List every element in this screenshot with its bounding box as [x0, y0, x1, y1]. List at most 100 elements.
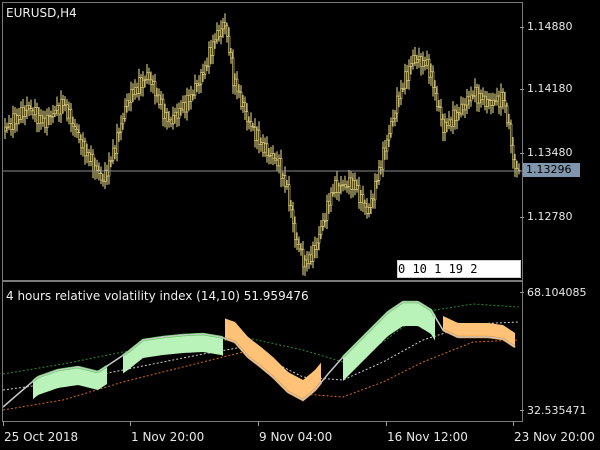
candle-body [488, 99, 491, 101]
candle-body [326, 200, 329, 221]
candle-body [202, 72, 205, 75]
candle-body [278, 158, 281, 167]
time-axis-label: 23 Nov 20:00 [514, 430, 595, 444]
candle-body [266, 143, 269, 156]
time-axis-tick [3, 421, 4, 426]
candle-body [194, 83, 197, 96]
candle-body [258, 129, 261, 145]
candle-body [374, 181, 377, 201]
price-chart-pane[interactable] [2, 2, 523, 281]
candle-body [386, 139, 389, 152]
candle-body [108, 160, 111, 177]
candle-body [432, 71, 435, 88]
candle-body [96, 165, 99, 171]
candle-body [142, 79, 145, 88]
candle-body [106, 169, 109, 177]
candle-body [40, 115, 43, 124]
candle-body [454, 109, 457, 121]
candle-body [208, 47, 211, 67]
candle-body [74, 126, 77, 130]
candle-body [28, 105, 31, 109]
candle-body [286, 184, 289, 187]
candle-body [444, 121, 447, 133]
candle-body [320, 226, 323, 235]
price-axis-label: 1.14880 [527, 20, 573, 33]
candle-body [46, 114, 49, 129]
candle-body [256, 129, 259, 141]
candle-body [476, 86, 479, 104]
candle-body [318, 234, 321, 244]
candle-body [306, 259, 309, 265]
price-axis-label: 1.13480 [527, 146, 573, 159]
candle-body [468, 96, 471, 102]
candle-body [422, 60, 425, 67]
candle-body [102, 179, 105, 182]
candle-body [36, 107, 39, 124]
candle-body [512, 145, 515, 161]
price-axis-tick [520, 153, 524, 154]
candle-body [302, 249, 305, 268]
candle-body [506, 105, 509, 124]
candle-body [166, 111, 169, 122]
candle-body [294, 223, 297, 240]
candle-body [190, 94, 193, 103]
candle-body [180, 107, 183, 111]
current-price-tag: 1.13296 [523, 163, 580, 177]
time-axis-label: 25 Oct 2018 [4, 430, 79, 444]
candle-body [394, 112, 397, 119]
candle-body [198, 83, 201, 86]
candle-body [350, 177, 353, 190]
candle-body [372, 198, 375, 201]
candle-body [8, 123, 11, 128]
candle-body [76, 129, 79, 134]
candle-body [68, 109, 71, 119]
candle-body [400, 88, 403, 100]
candle-body [452, 109, 455, 127]
candle-body [52, 113, 55, 118]
candle-body [116, 132, 119, 154]
candle-body [236, 78, 239, 92]
candle-body [342, 184, 345, 186]
candle-body [328, 200, 331, 206]
candle-body [276, 159, 279, 167]
candle-body [398, 95, 401, 100]
candle-body [430, 71, 433, 78]
indicator-pane[interactable] [2, 281, 523, 422]
candle-body [332, 192, 335, 194]
candle-body [260, 142, 263, 145]
candle-body [346, 185, 349, 188]
candle-body [54, 109, 57, 114]
upper-band-line [3, 303, 520, 375]
candle-body [478, 93, 481, 104]
candle-body [486, 99, 489, 107]
candle-body [376, 180, 379, 182]
candle-body [192, 94, 195, 96]
candle-body [212, 41, 215, 56]
candle-body [4, 126, 7, 132]
candle-body [434, 87, 437, 94]
candle-body [246, 111, 249, 122]
price-axis-label: 1.14180 [527, 82, 573, 95]
candle-body [282, 175, 285, 179]
price-axis-tick [520, 217, 524, 218]
candle-body [460, 103, 463, 115]
candle-body [196, 83, 199, 86]
candle-body [214, 39, 217, 43]
candle-body [268, 155, 271, 157]
candle-body [138, 77, 141, 94]
candle-body [502, 91, 505, 102]
candle-body [110, 160, 113, 162]
time-axis-tick [513, 421, 514, 426]
candle-body [44, 117, 47, 129]
candle-body [30, 108, 33, 112]
candle-body [230, 52, 233, 59]
candle-body [86, 152, 89, 157]
candle-body [210, 47, 213, 56]
indicator-title: 4 hours relative volatility index (14,10… [6, 289, 309, 303]
candle-body [84, 140, 87, 157]
candle-body [70, 109, 73, 125]
candle-body [122, 118, 125, 125]
candle-body [114, 147, 117, 154]
candle-body [20, 107, 23, 120]
time-axis-label: 1 Nov 20:00 [131, 430, 205, 444]
